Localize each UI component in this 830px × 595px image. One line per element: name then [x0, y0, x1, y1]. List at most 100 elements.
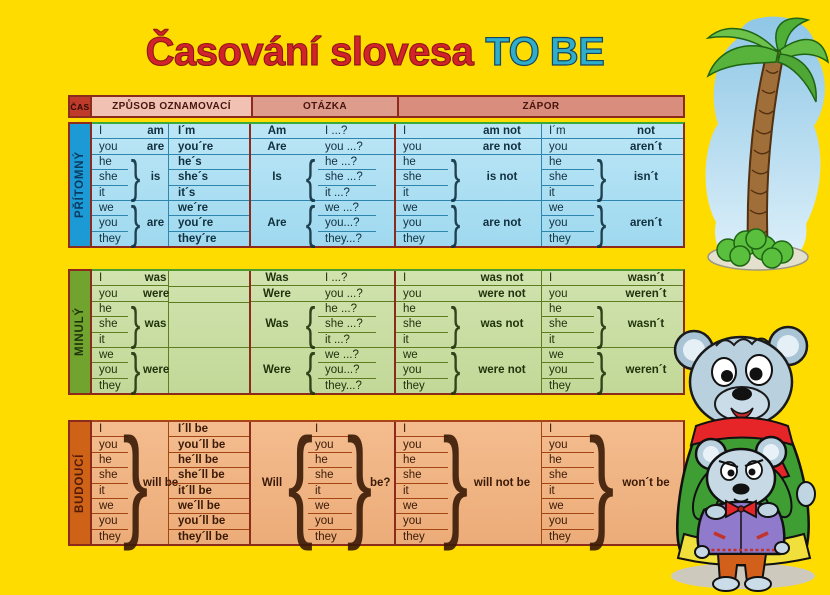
pronoun-stack: he she it	[92, 155, 128, 200]
contraction-group	[169, 303, 249, 349]
pronoun: I ...?	[325, 125, 348, 138]
verb-form: was	[144, 272, 167, 285]
verb-form: weren´t	[625, 287, 667, 300]
conjugation-row: I´m not	[542, 124, 683, 140]
pronoun-stack: you	[92, 286, 128, 300]
conjugation-row: we you they} aren´t	[542, 199, 683, 246]
conjugation-row: you were	[92, 286, 169, 302]
pronoun: he ...?	[318, 302, 376, 318]
page-title: Časování slovesa TO BE	[90, 29, 660, 75]
contraction-group: he´s she´s it´s	[169, 155, 249, 201]
contraction: you´re	[169, 216, 249, 232]
pronoun: he	[92, 302, 128, 318]
pronoun: I	[99, 125, 103, 138]
pronoun: he	[92, 453, 128, 469]
pronoun: it	[92, 484, 128, 499]
pronoun: she ...?	[318, 317, 376, 333]
verb-form: Were	[263, 287, 291, 300]
pronoun: it	[396, 484, 448, 499]
pronoun: I	[403, 272, 407, 285]
conjugation-row: you weren´t	[542, 286, 683, 302]
verb-form: isn´t	[633, 171, 659, 184]
pronoun-stack: I	[396, 124, 448, 138]
question-row: Am I ...?	[251, 124, 394, 140]
pronoun-stack: you	[542, 286, 594, 300]
pronoun: she	[542, 317, 594, 333]
conjugation-row: we you they} are not	[396, 199, 541, 246]
pronoun: you	[92, 514, 128, 530]
pronoun: they	[549, 232, 571, 245]
verb-form: not	[637, 125, 655, 138]
pronoun-stack: he she it	[542, 155, 594, 200]
contraction: they´re	[178, 232, 217, 245]
group-brace: }	[596, 150, 607, 204]
verb-form: is	[150, 171, 161, 184]
title-to-be-text: TO BE	[485, 29, 606, 74]
pronoun: you	[542, 437, 594, 453]
contraction-group: I´m	[169, 124, 249, 140]
negative-short-column: I´m not you aren´t he she it} isn´t we you they} ar…	[542, 124, 683, 246]
verb-form: will not be	[473, 477, 531, 489]
verb-form: aren´t	[630, 217, 662, 230]
conjugation-row: you were not	[396, 286, 541, 302]
pronoun-stack: I´m	[542, 124, 594, 138]
question-row: Were you ...?	[251, 286, 394, 302]
pronoun: he	[396, 155, 448, 171]
pronoun: he	[396, 453, 448, 469]
pronoun-stack: I	[92, 124, 128, 138]
pronoun: they	[403, 232, 425, 245]
contraction: she´s	[169, 170, 249, 186]
pronoun: you	[99, 287, 118, 300]
open-brace: {	[305, 343, 316, 397]
pronoun: you	[92, 437, 128, 453]
pronoun: we	[542, 201, 594, 217]
header-negative-cell: ZÁPOR	[397, 95, 685, 118]
verb-form: Are	[267, 217, 287, 230]
title-czech-text: Časování slovesa	[145, 29, 474, 74]
conjugation-row: he she it} was not	[396, 300, 541, 348]
pronoun: you...?	[318, 363, 376, 379]
pronoun-stack: I ...?	[318, 124, 376, 138]
question-row: Are {we ...? you...? they...?	[251, 199, 394, 246]
contraction-group	[169, 287, 249, 303]
verb-form: won´t be	[622, 477, 670, 489]
pronoun: she	[308, 468, 352, 484]
contraction: they´ll be	[178, 530, 229, 543]
conjugation-row: we you they} were	[92, 346, 169, 393]
pronoun: you	[403, 287, 422, 300]
contraction: I´m	[178, 125, 196, 138]
contraction: we´ll be	[169, 499, 249, 515]
conjugation-row: he she it} is	[92, 153, 168, 201]
header-statement-cell: ZPŮSOB OZNAMOVACÍ	[90, 95, 253, 118]
verb-form: weren´t	[625, 364, 667, 377]
verb-form: Are	[267, 140, 287, 153]
pronoun: you ...?	[325, 140, 363, 153]
group-brace: }	[450, 150, 461, 204]
contraction-column	[169, 271, 251, 393]
future-tense-label: BUDOUCÍ	[68, 420, 92, 546]
header-time-cell: ČAS	[68, 95, 92, 118]
question-row: Are you ...?	[251, 139, 394, 155]
pronoun-stack: he ...? she ...? it ...?	[318, 302, 376, 347]
pronoun: it	[99, 186, 105, 199]
contraction: he´ll be	[169, 453, 249, 469]
pronoun: I	[403, 125, 407, 138]
pronoun: they	[99, 232, 121, 245]
conjugation-row: he she it} was	[92, 300, 168, 348]
contraction: we´re	[169, 201, 249, 217]
group-brace: }	[122, 412, 149, 552]
pronoun: they	[99, 379, 121, 392]
